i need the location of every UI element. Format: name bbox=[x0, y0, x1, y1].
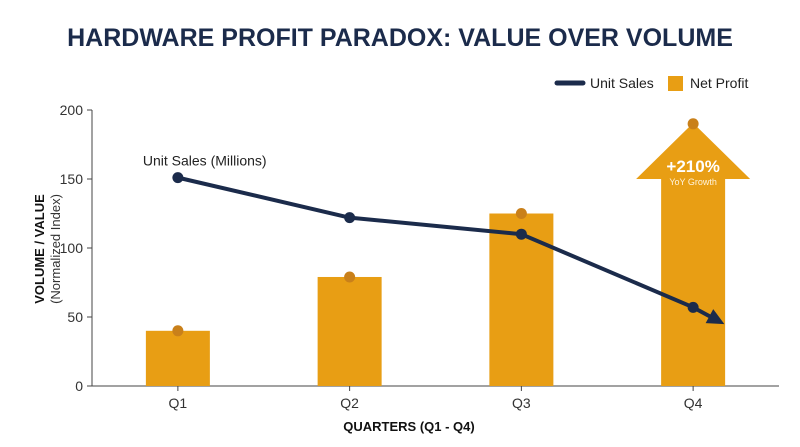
unit-sales-annotation: Unit Sales (Millions) bbox=[143, 153, 267, 169]
net-profit-growth-arrow-bar bbox=[636, 123, 751, 386]
y-tick-label: 100 bbox=[60, 240, 84, 256]
legend-bar-swatch bbox=[668, 76, 683, 91]
x-tick-label: Q1 bbox=[169, 395, 188, 411]
x-tick-label: Q4 bbox=[684, 395, 703, 411]
unit-sales-point bbox=[687, 301, 699, 313]
net-profit-bar bbox=[145, 330, 210, 386]
y-axis-title: VOLUME / VALUE (Normalized Index) bbox=[32, 194, 63, 304]
net-profit-marker bbox=[687, 118, 699, 130]
x-axis-label: QUARTERS (Q1 - Q4) bbox=[343, 419, 474, 434]
y-tick-label: 150 bbox=[60, 171, 84, 187]
legend-label-net-profit: Net Profit bbox=[690, 75, 748, 91]
unit-sales-point bbox=[344, 212, 356, 224]
unit-sales-arrowhead bbox=[705, 309, 725, 325]
unit-sales-point bbox=[515, 228, 527, 240]
legend-label-unit-sales: Unit Sales bbox=[590, 75, 654, 91]
net-profit-marker bbox=[344, 271, 356, 283]
x-tick-label: Q3 bbox=[512, 395, 531, 411]
y-tick-label: 200 bbox=[60, 102, 84, 118]
x-tick-label: Q2 bbox=[340, 395, 359, 411]
unit-sales-line bbox=[175, 175, 722, 324]
legend: Unit Sales Net Profit bbox=[554, 75, 748, 91]
y-axis-label: VOLUME / VALUE bbox=[32, 194, 47, 304]
y-axis-sublabel: (Normalized Index) bbox=[48, 194, 63, 304]
growth-value-label: +210% bbox=[666, 157, 719, 176]
net-profit-bar bbox=[317, 276, 382, 386]
y-tick-label: 0 bbox=[75, 378, 83, 394]
plot-area: 0 50 100 150 200 Q1 Q2 Q3 Q4 +210%YoY Growth Unit … bbox=[60, 102, 779, 411]
unit-sales-point bbox=[172, 172, 184, 184]
chart-title: HARDWARE PROFIT PARADOX: VALUE OVER VOLU… bbox=[67, 24, 733, 52]
net-profit-marker bbox=[172, 325, 184, 337]
net-profit-marker bbox=[515, 208, 527, 219]
growth-caption-label: YoY Growth bbox=[669, 177, 717, 187]
y-tick-label: 50 bbox=[67, 309, 83, 325]
